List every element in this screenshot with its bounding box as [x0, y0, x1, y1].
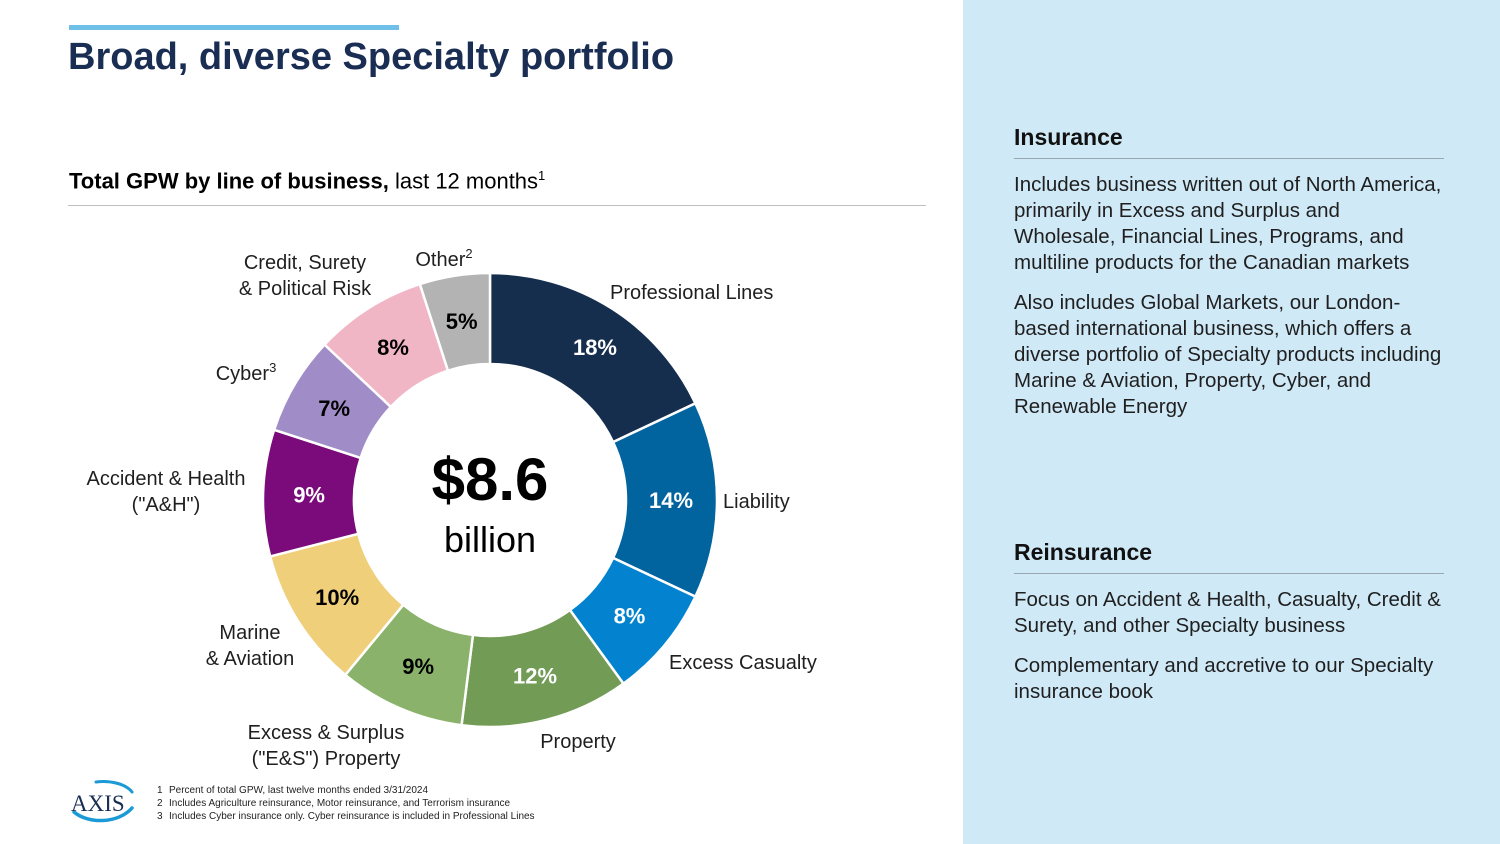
slice-category-label: Excess Casualty: [669, 652, 817, 674]
axis-logo: AXIS: [71, 780, 134, 823]
donut-chart: 18% 14% 8% 12% 9% 10% 9% 7% 8% 5% Professional Li…: [87, 246, 817, 770]
footnotes: 1 Percent of total GPW, last twelve month…: [157, 784, 535, 823]
slice-value-label: 10%: [315, 585, 359, 610]
title-accent-bar: [69, 25, 399, 30]
slice-value-label: 14%: [649, 488, 693, 513]
slice-value-label: 9%: [402, 654, 434, 679]
slice-category-label: Cyber3: [216, 360, 277, 385]
reinsurance-paragraph: Complementary and accretive to our Speci…: [1014, 654, 1434, 703]
reinsurance-heading: Reinsurance: [1014, 539, 1153, 565]
footnote: 2 Includes Agriculture reinsurance, Motor…: [157, 798, 511, 809]
chart-panel: Total GPW by line of business, last 12 m…: [68, 168, 1429, 823]
center-total-value: $8.6: [432, 446, 549, 513]
insurance-section: Insurance Includes business written out …: [1014, 122, 1444, 434]
slice-value-label: 5%: [446, 309, 478, 334]
subtitle-divider: [68, 205, 926, 206]
donut-slices: [261, 271, 719, 729]
donut-slice: [488, 271, 698, 444]
slice-value-label: 9%: [293, 482, 325, 507]
chart-subtitle-bold: Total GPW by line of business,: [69, 168, 389, 194]
reinsurance-section: Reinsurance Focus on Accident & Health, …: [1014, 537, 1444, 719]
slice-category-label: Property: [540, 731, 616, 753]
reinsurance-paragraph: Focus on Accident & Health, Casualty, Cr…: [1014, 588, 1441, 637]
slice-category-label: Credit, Surety & Political Risk: [239, 252, 372, 300]
chart-subtitle-normal: last 12 months: [388, 168, 539, 194]
slice-category-label: Accident & Health ("A&H"): [87, 468, 246, 516]
center-total-unit: billion: [444, 519, 536, 560]
insurance-paragraph: Includes business written out of North A…: [1014, 173, 1442, 274]
page-title: Broad, diverse Specialty portfolio: [68, 36, 675, 78]
slice-category-label: Professional Lines: [610, 282, 773, 304]
footnote: 1 Percent of total GPW, last twelve month…: [157, 785, 429, 796]
slice-value-label: 18%: [573, 335, 617, 360]
chart-subtitle-footnote-ref: 1: [538, 168, 546, 183]
donut-category-labels: Professional Lines Liability Excess Casual…: [87, 246, 817, 770]
chart-subtitle: Total GPW by line of business, last 12 m…: [69, 168, 545, 194]
slice-value-label: 7%: [318, 396, 350, 421]
footnote: 3 Includes Cyber insurance only. Cyber re…: [157, 811, 535, 822]
insurance-divider: [1014, 158, 1444, 159]
reinsurance-divider: [1014, 573, 1444, 574]
logo-wordmark: AXIS: [71, 791, 125, 816]
slice-category-label: Other2: [415, 246, 472, 271]
slice-value-label: 12%: [513, 663, 557, 688]
slice-category-label: Liability: [723, 491, 790, 513]
business-description-panel: Insurance Includes business written out …: [963, 0, 1500, 844]
slice-value-label: 8%: [377, 335, 409, 360]
slice-category-label: Marine & Aviation: [206, 622, 295, 670]
donut-value-labels: 18% 14% 8% 12% 9% 10% 9% 7% 8% 5%: [293, 309, 693, 688]
slice-category-label: Excess & Surplus ("E&S") Property: [248, 722, 405, 770]
insurance-paragraph: Also includes Global Markets, our London…: [1014, 291, 1442, 418]
donut-slice: [418, 271, 492, 373]
slice-value-label: 8%: [614, 603, 646, 628]
insurance-heading: Insurance: [1014, 124, 1123, 150]
